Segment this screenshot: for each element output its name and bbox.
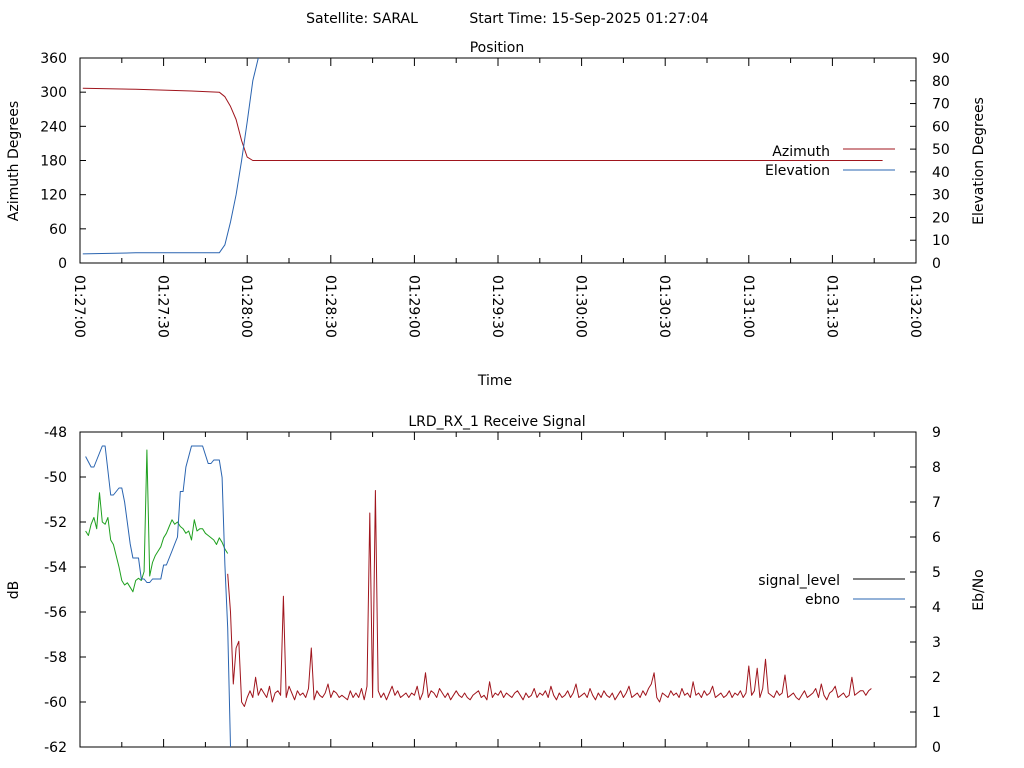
y-tick-label: 60 <box>49 222 67 238</box>
satellite-label: Satellite: SARAL <box>306 11 418 27</box>
y-tick-label: -54 <box>44 560 67 576</box>
x-tick-label: 01:30:00 <box>573 275 589 338</box>
series-line-azimuth <box>82 87 883 161</box>
y2-tick-label: 7 <box>932 495 941 511</box>
series-line-elevation <box>82 57 259 255</box>
y-tick-label: 360 <box>40 51 67 67</box>
y-tick-label: 120 <box>40 188 67 204</box>
position-chart-title: Position <box>470 40 525 56</box>
y2-tick-label: 1 <box>932 705 941 721</box>
position-legend: Azimuth Elevation <box>765 144 895 179</box>
y2-tick-label: 60 <box>932 119 950 135</box>
y2-tick-label: 0 <box>932 256 941 272</box>
y2-tick-label: 0 <box>932 740 941 756</box>
x-tick-label: 01:31:30 <box>823 275 839 338</box>
y-tick-label: -48 <box>44 425 67 441</box>
receive-signal-legend: signal_level ebno <box>758 573 905 608</box>
position-chart: Position 0 60 120 180 240 300 360 0 10 20 30 40 50 60… <box>6 40 987 389</box>
y-tick-label: -60 <box>44 695 67 711</box>
legend-azimuth-label: Azimuth <box>772 144 830 160</box>
y2-tick-label: 10 <box>932 233 950 249</box>
receive-signal-chart: LRD_RX_1 Receive Signal -62 -60 -58 -56 -54 -… <box>6 414 987 756</box>
y2-tick-label: 2 <box>932 670 941 686</box>
y2-tick-label: 4 <box>932 600 941 616</box>
y-tick-label: -62 <box>44 740 67 756</box>
x-tick-label: 01:29:00 <box>405 275 421 338</box>
y2-tick-label: 70 <box>932 97 950 113</box>
y2-tick-label: 20 <box>932 210 950 226</box>
series-line-signal-level <box>85 449 229 593</box>
legend-ebno-label: ebno <box>805 592 840 608</box>
legend-signal-level-label: signal_level <box>758 573 840 589</box>
y2-tick-label: 9 <box>932 425 941 441</box>
position-y-axis-label: Azimuth Degrees <box>6 101 22 221</box>
x-tick-label: 01:28:00 <box>238 275 254 338</box>
x-tick-label: 01:28:30 <box>322 275 338 338</box>
position-x-axis-label: Time <box>477 373 512 389</box>
y2-tick-label: 40 <box>932 165 950 181</box>
receive-signal-plot-frame <box>79 431 917 748</box>
y2-tick-label: 6 <box>932 530 941 546</box>
receive-signal-y2-axis-label: Eb/No <box>971 569 987 611</box>
y-tick-label: -58 <box>44 650 67 666</box>
y-tick-label: 300 <box>40 85 67 101</box>
x-tick-label: 01:29:30 <box>489 275 505 338</box>
start-time-label: Start Time: 15-Sep-2025 01:27:04 <box>469 11 708 27</box>
series-line-signal-level <box>227 490 872 707</box>
y-tick-label: 0 <box>58 256 67 272</box>
y-tick-label: -50 <box>44 470 67 486</box>
position-y2-axis-label: Elevation Degrees <box>971 97 987 225</box>
y-tick-label: 240 <box>40 119 67 135</box>
y-tick-label: -56 <box>44 605 67 621</box>
y2-tick-label: 80 <box>932 74 950 90</box>
y2-tick-label: 50 <box>932 142 950 158</box>
receive-signal-y-axis-label: dB <box>6 581 22 600</box>
x-tick-label: 01:32:00 <box>907 275 923 338</box>
receive-signal-chart-title: LRD_RX_1 Receive Signal <box>408 414 585 430</box>
y-tick-label: -52 <box>44 515 67 531</box>
x-tick-label: 01:30:30 <box>656 275 672 338</box>
y2-tick-label: 5 <box>932 565 941 581</box>
y2-tick-label: 3 <box>932 635 941 651</box>
y2-tick-label: 30 <box>932 188 950 204</box>
x-tick-label: 01:27:30 <box>155 275 171 338</box>
legend-elevation-label: Elevation <box>765 163 830 179</box>
y-tick-label: 180 <box>40 154 67 170</box>
y2-tick-label: 90 <box>932 51 950 67</box>
x-tick-label: 01:27:00 <box>71 275 87 338</box>
x-tick-label: 01:31:00 <box>740 275 756 338</box>
series-line-ebno <box>85 445 231 748</box>
y2-tick-label: 8 <box>932 460 941 476</box>
